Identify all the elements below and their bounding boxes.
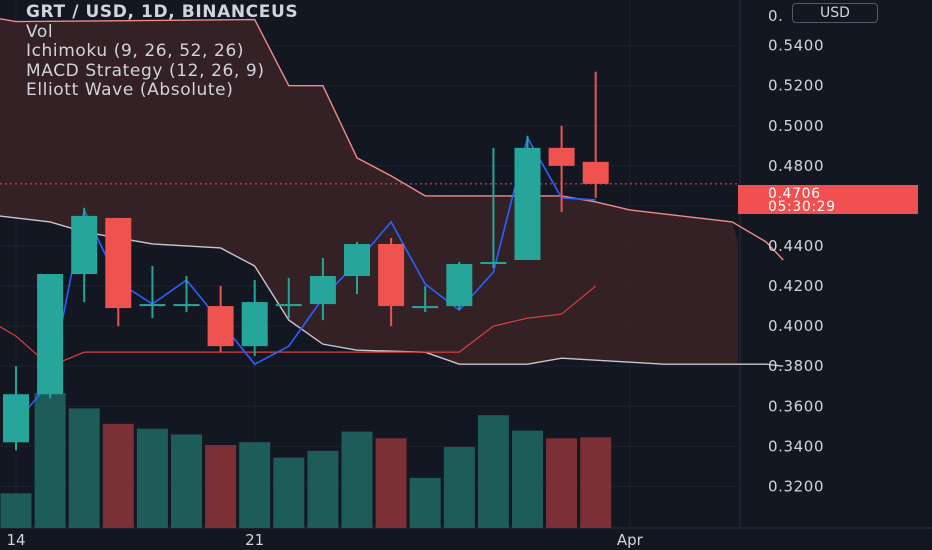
time-axis-label: 21 — [245, 531, 264, 549]
volume-bar — [512, 430, 543, 528]
time-axis-label: 14 — [6, 531, 25, 549]
volume-bar — [477, 415, 509, 528]
ichimoku-lead-a-line — [0, 18, 784, 261]
time-axis-label: Apr — [617, 531, 644, 549]
volume-bar — [443, 447, 475, 528]
time-axis[interactable]: 14 21 Apr — [6, 531, 643, 549]
price-axis-label: 0.4800 — [768, 157, 824, 175]
candle-body — [514, 147, 541, 261]
bar-countdown: 05:30:29 — [768, 199, 836, 215]
volume-bar — [580, 437, 612, 528]
candle-body — [241, 302, 268, 347]
candle-body — [37, 274, 64, 395]
volume-bar — [68, 408, 100, 528]
volume-bar — [375, 438, 407, 528]
candle-body — [173, 304, 200, 307]
candle-body — [139, 304, 166, 307]
ichimoku-cloud — [0, 18, 738, 367]
price-axis-label: 0.4200 — [768, 277, 824, 295]
price-axis-label: 0.5000 — [768, 117, 824, 135]
price-axis-label: 0. — [768, 7, 784, 25]
candle-body — [480, 262, 507, 265]
candle-body — [105, 217, 132, 309]
volume-bar — [0, 493, 32, 528]
volume-bar — [102, 423, 134, 528]
volume-bar — [546, 438, 578, 528]
volume-bar — [239, 442, 271, 528]
volume-bar — [307, 450, 339, 528]
last-price-tag: 0.4706 05:30:29 — [738, 185, 918, 214]
candle-body — [207, 306, 234, 347]
volume-bars — [0, 393, 612, 528]
volume-bar — [34, 393, 66, 528]
candle-body — [3, 394, 29, 443]
candle-body — [378, 243, 405, 307]
price-axis-label: 0.3400 — [768, 437, 824, 455]
currency-button[interactable]: USD — [792, 3, 878, 23]
candle-body — [344, 243, 370, 277]
price-axis-label: 0.4400 — [768, 237, 824, 255]
volume-bar — [273, 457, 305, 528]
candle-body — [275, 304, 302, 307]
price-axis-label: 0.5400 — [768, 37, 824, 55]
candle-body — [71, 215, 98, 275]
price-axis-label: 0.3800 — [768, 357, 824, 375]
candle-body — [548, 147, 575, 166]
cloud-fill — [0, 18, 738, 367]
volume-bar — [171, 434, 202, 528]
volume-bar — [205, 445, 237, 528]
candlesticks — [3, 71, 609, 451]
volume-bar — [136, 428, 168, 528]
price-axis-label: 0.4000 — [768, 317, 824, 335]
volume-bar — [409, 477, 441, 528]
price-axis[interactable]: 0.3200 0.3400 0.3600 0.3800 0.4000 0.4200 0.44… — [768, 7, 824, 495]
candle-body — [582, 161, 609, 184]
price-axis-label: 0.3600 — [768, 397, 824, 415]
volume-bar — [341, 431, 373, 528]
price-axis-label: 0.3200 — [768, 477, 824, 495]
price-axis-label: 0.5200 — [768, 77, 824, 95]
candle-body — [412, 306, 439, 309]
candle-body — [446, 264, 473, 307]
last-price-value: 0.4706 — [768, 186, 821, 202]
candle-body — [309, 276, 336, 305]
